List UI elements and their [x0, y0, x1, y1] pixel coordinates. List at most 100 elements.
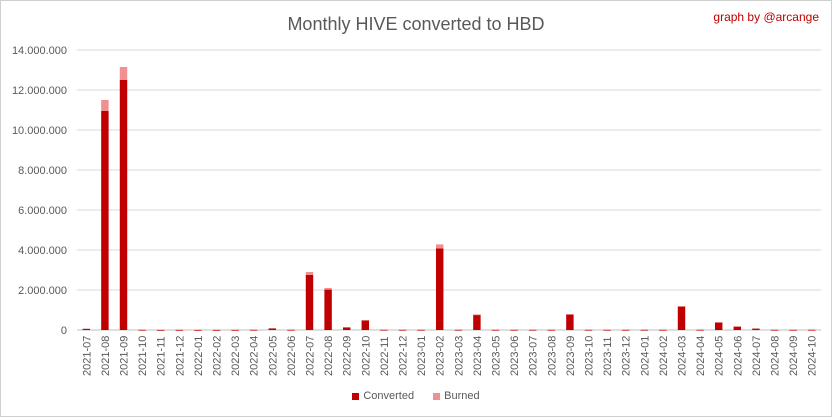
bar-burned	[677, 306, 686, 307]
bar-converted	[659, 329, 667, 331]
bar-converted	[194, 329, 202, 331]
bar-burned	[435, 244, 444, 249]
chart-credit: graph by @arcange	[713, 10, 819, 24]
x-tick-label: 2022-06	[286, 336, 298, 376]
bar-converted	[324, 289, 332, 330]
bar-converted	[342, 327, 351, 330]
x-tick-label: 2022-05	[267, 336, 279, 376]
bar-converted	[231, 329, 239, 331]
bar-converted	[677, 306, 686, 330]
legend: Converted Burned	[1, 390, 831, 402]
x-tick-label: 2022-04	[249, 336, 261, 376]
bar-burned	[473, 314, 481, 316]
bar-burned	[733, 326, 742, 327]
x-tick-label: 2022-08	[323, 336, 335, 376]
x-tick-label: 2024-09	[788, 336, 800, 376]
x-tick-label: 2024-03	[677, 336, 689, 376]
x-tick-label: 2021-11	[156, 336, 168, 376]
bar-converted	[417, 329, 425, 331]
bar-converted	[361, 320, 370, 330]
y-tick-label: 10.000.000	[12, 125, 67, 137]
y-tick-labels: 0 2.000.000 4.000.000 6.000.000 8.000.000 10.…	[12, 45, 67, 337]
x-tick-label: 2023-07	[528, 336, 540, 376]
bar-burned	[566, 314, 574, 315]
x-tick-label: 2023-12	[621, 336, 633, 376]
y-tick-label: 8.000.000	[18, 165, 67, 177]
x-tick-label: 2022-09	[342, 336, 354, 376]
y-tick-label: 6.000.000	[18, 205, 67, 217]
x-tick-label: 2023-02	[435, 336, 447, 376]
gridlines	[77, 49, 821, 331]
x-tick-label: 2023-04	[472, 336, 484, 376]
bar-converted	[175, 329, 184, 331]
bar-converted	[584, 329, 593, 331]
x-tick-label: 2024-10	[807, 336, 819, 376]
x-tick-label: 2022-11	[379, 336, 391, 376]
bar-converted	[212, 329, 221, 331]
bar-converted	[305, 275, 314, 330]
y-tick-label: 12.000.000	[12, 85, 67, 97]
x-tick-label: 2023-01	[416, 336, 428, 376]
legend-label-burned: Burned	[444, 390, 480, 402]
x-tick-label: 2021-12	[174, 336, 186, 376]
bar-converted	[752, 328, 760, 330]
bar-burned	[119, 67, 128, 80]
bar-converted	[640, 329, 649, 331]
x-tick-label: 2024-06	[732, 336, 744, 376]
bars	[82, 67, 816, 331]
bar-converted	[435, 248, 444, 330]
bar-burned	[305, 272, 314, 275]
x-tick-label: 2021-07	[81, 336, 93, 376]
bar-converted	[101, 111, 109, 330]
legend-swatch-burned	[433, 392, 441, 400]
x-tick-label: 2022-01	[193, 336, 205, 376]
x-tick-label: 2023-03	[453, 336, 465, 376]
bar-burned	[714, 322, 723, 323]
bar-converted	[454, 329, 463, 331]
legend-item-burned: Burned	[433, 390, 480, 402]
x-tick-label: 2023-05	[491, 336, 503, 376]
x-tick-label: 2022-12	[398, 336, 410, 376]
x-tick-label: 2024-07	[751, 336, 763, 376]
x-tick-label: 2022-07	[305, 336, 317, 376]
chart-title: Monthly HIVE converted to HBD	[287, 14, 545, 34]
x-tick-label: 2023-11	[602, 336, 614, 376]
x-tick-label: 2022-02	[212, 336, 224, 376]
x-tick-label: 2024-08	[770, 336, 782, 376]
bar-converted	[138, 329, 146, 331]
x-tick-label: 2021-08	[100, 336, 112, 376]
bar-converted	[807, 329, 816, 331]
legend-swatch-converted	[352, 392, 360, 400]
bar-converted	[119, 80, 128, 330]
x-tick-label: 2023-10	[584, 336, 596, 376]
bar-converted	[770, 329, 779, 331]
bar-burned	[101, 100, 109, 111]
bar-converted	[621, 329, 630, 331]
x-tick-label: 2022-10	[360, 336, 372, 376]
bar-converted	[398, 329, 407, 331]
bar-converted	[566, 314, 574, 330]
bar-converted	[249, 329, 258, 331]
bar-converted	[380, 329, 388, 331]
bar-converted	[510, 329, 518, 331]
x-tick-label: 2023-08	[546, 336, 558, 376]
x-tick-label: 2022-03	[230, 336, 242, 376]
y-tick-label: 2.000.000	[18, 285, 67, 297]
bar-converted	[714, 322, 723, 330]
y-tick-label: 4.000.000	[18, 245, 67, 257]
legend-label-converted: Converted	[363, 390, 415, 402]
bar-burned	[324, 288, 332, 290]
bar-converted	[603, 329, 611, 331]
x-tick-label: 2021-09	[119, 336, 131, 376]
x-tick-label: 2024-02	[658, 336, 670, 376]
legend-item-converted: Converted	[352, 390, 414, 402]
bar-converted	[696, 329, 704, 331]
bar-converted	[547, 329, 556, 331]
y-tick-label: 14.000.000	[12, 45, 67, 57]
x-tick-label: 2024-01	[639, 336, 651, 376]
x-tick-labels: 2021-07 2021-08 2021-09 2021-10 2021-11 2021-…	[81, 336, 818, 376]
bar-converted	[789, 329, 797, 331]
x-tick-label: 2024-05	[714, 336, 726, 376]
bar-converted	[491, 329, 500, 331]
